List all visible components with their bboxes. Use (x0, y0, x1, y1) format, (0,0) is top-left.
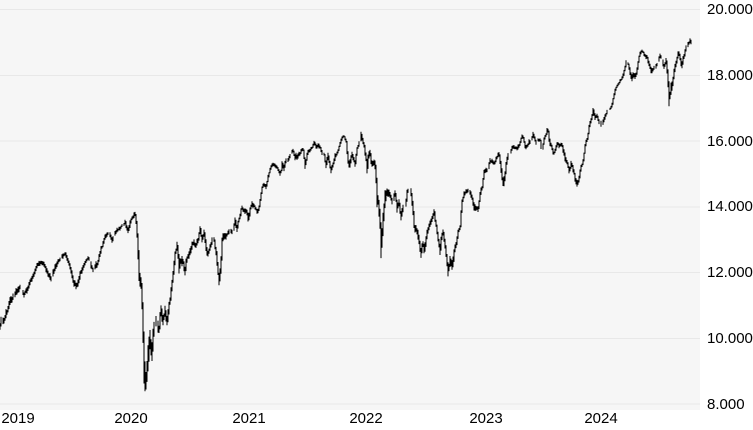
x-axis-tick-label: 2020 (114, 410, 148, 427)
plot-background (0, 0, 700, 410)
y-axis-tick-label: 14.000 (707, 198, 753, 216)
y-axis-tick-label: 12.000 (707, 264, 753, 282)
y-axis-tick-label: 8.000 (707, 395, 745, 413)
x-axis-tick-label: 2024 (584, 410, 618, 427)
y-axis-tick-label: 20.000 (707, 1, 753, 19)
x-axis-tick-label: 2021 (232, 410, 266, 427)
y-axis-tick-label: 10.000 (707, 329, 753, 347)
x-axis-tick-label: 2019 (1, 410, 35, 427)
x-axis-tick-label: 2022 (349, 410, 383, 427)
price-series-path (0, 38, 692, 392)
y-axis-tick-label: 16.000 (707, 132, 753, 150)
y-axis-tick-label: 18.000 (707, 66, 753, 84)
x-axis-tick-label: 2023 (469, 410, 503, 427)
